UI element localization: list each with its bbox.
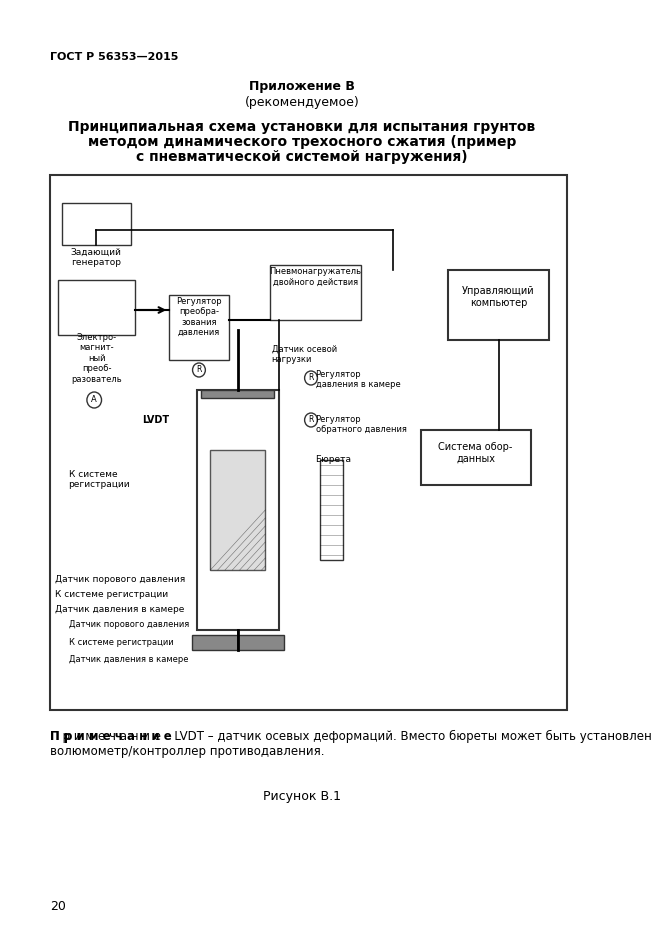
Bar: [62, 203, 131, 245]
Bar: [421, 430, 531, 485]
Text: с пневматической системой нагружения): с пневматической системой нагружения): [136, 150, 468, 164]
Circle shape: [87, 392, 102, 408]
Circle shape: [305, 413, 317, 427]
Text: П р и м е ч а н и е: П р и м е ч а н и е: [50, 730, 172, 743]
Text: LVDT: LVDT: [142, 415, 169, 425]
Text: Датчик порового давления: Датчик порового давления: [55, 575, 185, 584]
Text: К системе
регистрации: К системе регистрации: [69, 470, 130, 490]
Text: методом динамического трехосного сжатия (пример: методом динамического трехосного сжатия …: [88, 135, 516, 149]
Text: R: R: [196, 365, 202, 374]
Text: Регулятор
давления в камере: Регулятор давления в камере: [315, 370, 401, 389]
Bar: [197, 390, 279, 630]
Text: Задающий
генератор: Задающий генератор: [71, 248, 122, 268]
Circle shape: [305, 371, 317, 385]
Text: Датчик осевой
нагрузки: Датчик осевой нагрузки: [272, 345, 337, 364]
Bar: [192, 635, 284, 650]
Text: Датчик давления в камере: Датчик давления в камере: [69, 655, 188, 664]
Text: Датчик давления в камере: Датчик давления в камере: [55, 605, 184, 614]
Bar: [448, 270, 549, 340]
Text: П р и м е ч а н и е – LVDT – датчик осевых деформаций. Вместо бюреты может быть : П р и м е ч а н и е – LVDT – датчик осев…: [50, 730, 652, 758]
Text: A: A: [91, 396, 97, 404]
Text: ГОСТ Р 56353—2015: ГОСТ Р 56353—2015: [50, 52, 178, 62]
Bar: [270, 265, 362, 320]
Text: Электро-
магнит-
ный
преоб-
разователь: Электро- магнит- ный преоб- разователь: [71, 333, 122, 384]
Circle shape: [192, 363, 206, 377]
Text: Управляющий
компьютер: Управляющий компьютер: [462, 286, 535, 308]
Bar: [50, 175, 567, 710]
Bar: [320, 460, 343, 560]
Text: Принципиальная схема установки для испытания грунтов: Принципиальная схема установки для испыт…: [68, 120, 535, 134]
Text: R: R: [308, 373, 314, 383]
Text: Пневмонагружатель
двойного действия: Пневмонагружатель двойного действия: [270, 267, 362, 286]
Text: Регулятор
обратного давления: Регулятор обратного давления: [315, 415, 407, 434]
Text: К системе регистрации: К системе регистрации: [55, 590, 168, 599]
Text: Датчик порового давления: Датчик порового давления: [69, 620, 189, 629]
Text: Регулятор
преобра-
зования
давления: Регулятор преобра- зования давления: [176, 297, 222, 337]
Text: 20: 20: [50, 900, 66, 913]
Bar: [201, 390, 274, 398]
Bar: [58, 280, 136, 335]
Text: Система обор-
данных: Система обор- данных: [438, 442, 513, 463]
Text: К системе регистрации: К системе регистрации: [69, 638, 173, 647]
Text: Бюрета: Бюрета: [315, 455, 352, 464]
Text: R: R: [308, 416, 314, 425]
Bar: [210, 450, 265, 570]
Text: (рекомендуемое): (рекомендуемое): [245, 96, 359, 109]
Text: Рисунок В.1: Рисунок В.1: [263, 790, 341, 803]
Text: Приложение В: Приложение В: [249, 80, 355, 93]
Bar: [169, 295, 229, 360]
